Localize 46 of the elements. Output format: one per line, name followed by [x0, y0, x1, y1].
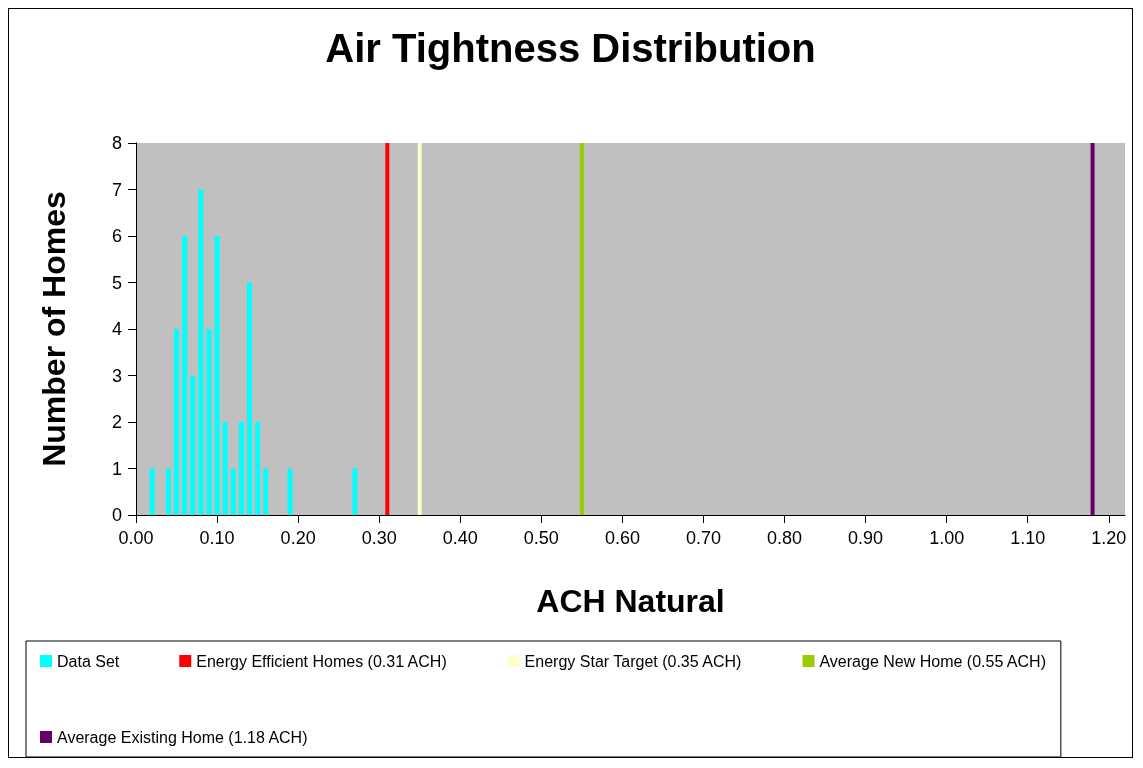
y-tick-label: 1: [111, 458, 122, 479]
legend-label: Average Existing Home (1.18 ACH): [57, 728, 308, 746]
y-tick-label: 8: [111, 133, 122, 153]
x-tick-label: 0.10: [199, 528, 235, 548]
bar: [222, 422, 228, 515]
bar: [255, 422, 261, 515]
legend-label: Energy Star Target (0.35 ACH): [524, 652, 742, 670]
bar: [174, 329, 180, 515]
y-axis-title: Number of Homes: [36, 191, 72, 467]
x-tick-label: 1.20: [1091, 528, 1127, 548]
chart-title: Air Tightness Distribution: [325, 26, 816, 70]
legend-label: Data Set: [57, 652, 120, 670]
y-tick-label: 6: [111, 226, 122, 246]
legend-label: Average New Home (0.55 ACH): [819, 652, 1046, 670]
x-tick-label: 0.70: [685, 528, 721, 548]
y-tick-label: 5: [111, 272, 122, 293]
bar: [198, 189, 204, 515]
x-tick-label: 0.20: [280, 528, 316, 548]
y-tick-label: 2: [111, 412, 122, 432]
x-tick-label: 0.50: [523, 528, 559, 548]
x-tick-label: 0.40: [442, 528, 478, 548]
x-tick-label: 1.00: [929, 528, 965, 548]
y-tick-label: 3: [111, 365, 122, 386]
bar: [263, 468, 269, 515]
x-tick-label: 0.80: [767, 528, 803, 548]
x-tick-label: 1.10: [1010, 528, 1046, 548]
y-tick-label: 4: [111, 319, 122, 339]
bar: [206, 329, 212, 515]
bar: [287, 468, 293, 515]
y-tick-label: 0: [111, 505, 122, 525]
bar: [246, 282, 252, 515]
x-axis-title: ACH Natural: [536, 583, 725, 619]
bar: [238, 422, 244, 515]
bar: [230, 468, 236, 515]
bar: [149, 468, 155, 515]
x-tick-label: 0.90: [848, 528, 884, 548]
x-tick-label: 0.00: [118, 528, 154, 548]
bar: [190, 375, 196, 515]
bar: [182, 236, 188, 515]
y-tick-label: 7: [111, 179, 122, 200]
legend-label: Energy Efficient Homes (0.31 ACH): [196, 652, 447, 670]
bar: [352, 468, 358, 515]
bar: [214, 236, 220, 515]
x-tick-label: 0.30: [361, 528, 397, 548]
x-tick-label: 0.60: [604, 528, 640, 548]
bar: [165, 468, 171, 515]
